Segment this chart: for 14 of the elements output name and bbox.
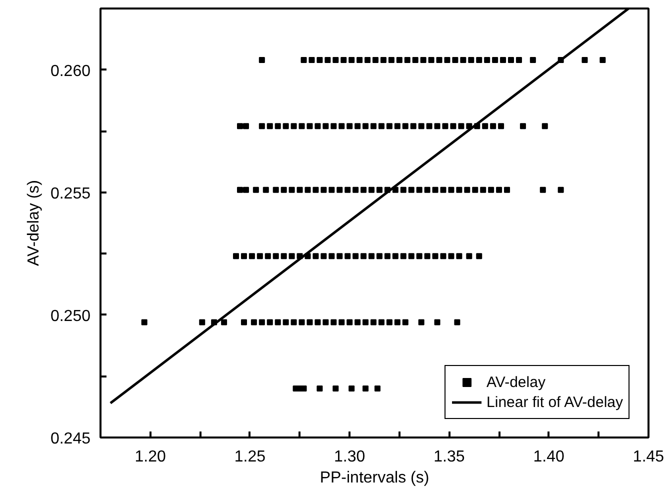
x-tick-label: 1.30 bbox=[334, 448, 366, 466]
x-tick-label: 1.20 bbox=[134, 448, 166, 466]
x-axis-title: PP-intervals (s) bbox=[320, 470, 430, 486]
x-tick-label: 1.45 bbox=[632, 448, 664, 466]
y-axis-title: AV-delay (s) bbox=[25, 180, 42, 266]
y-tick-label: 0.245 bbox=[50, 430, 91, 448]
x-tick-label: 1.40 bbox=[533, 448, 565, 466]
y-tick-label: 0.260 bbox=[50, 62, 91, 80]
legend-label: Linear fit of AV-delay bbox=[486, 394, 623, 410]
x-tick-label: 1.25 bbox=[234, 448, 266, 466]
legend-label: AV-delay bbox=[486, 374, 546, 390]
y-tick-label: 0.255 bbox=[50, 185, 91, 202]
x-tick-label: 1.35 bbox=[434, 448, 465, 466]
y-tick-label: 0.250 bbox=[50, 308, 91, 325]
